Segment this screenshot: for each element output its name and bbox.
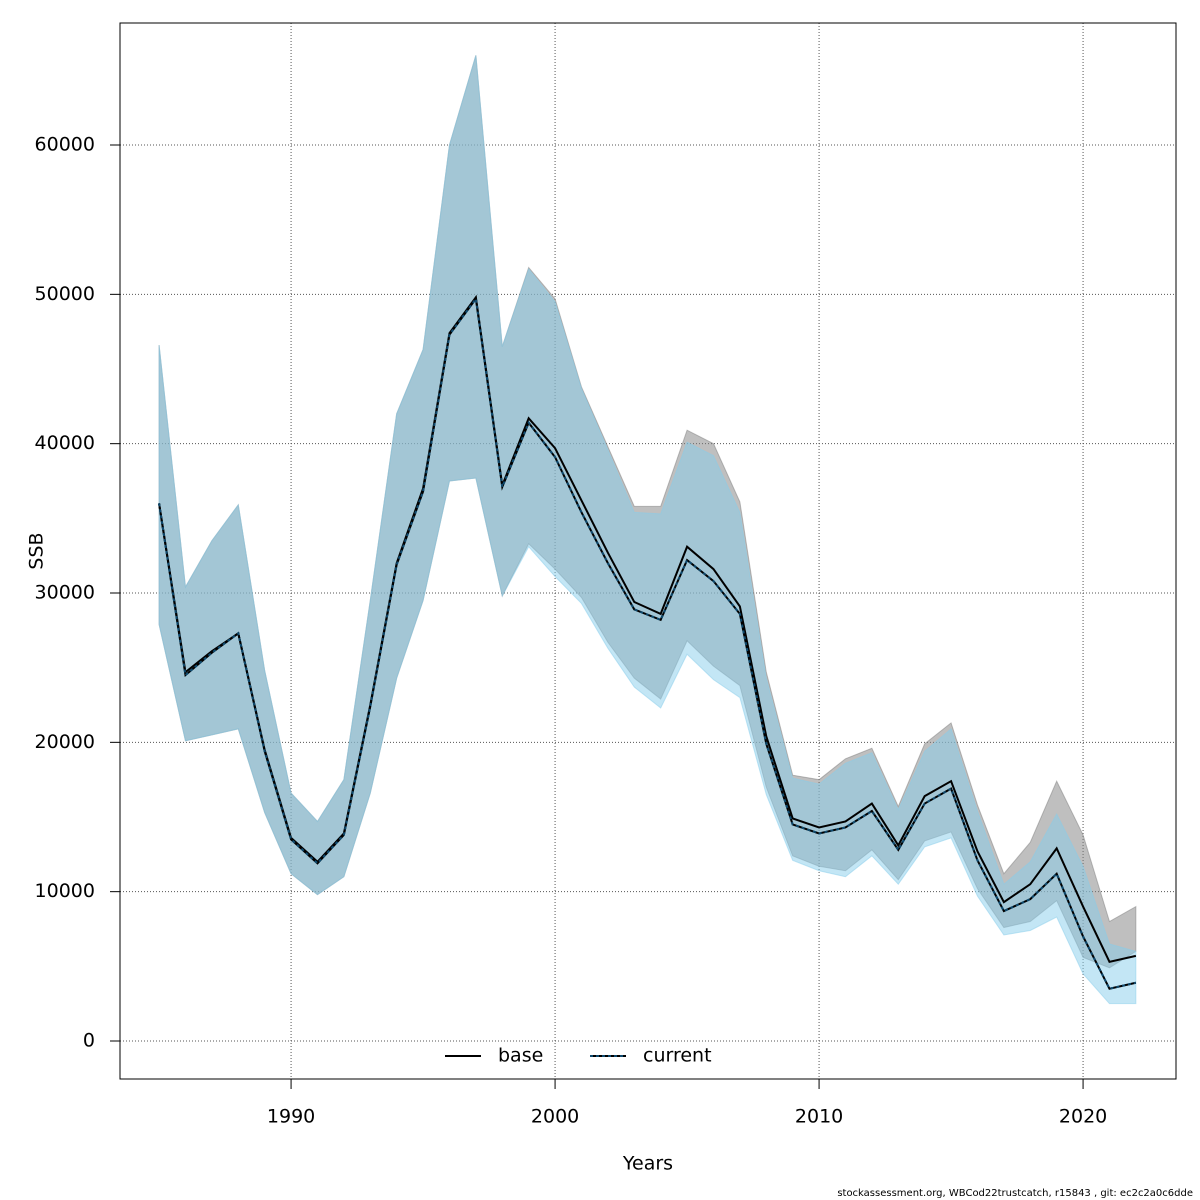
y-tick-label: 10000 xyxy=(35,880,95,902)
footnote: stockassessment.org, WBCod22trustcatch, … xyxy=(837,1188,1193,1199)
x-axis-label: Years xyxy=(622,1153,673,1175)
y-tick-label: 60000 xyxy=(35,134,95,156)
plot-frame xyxy=(119,22,1177,1080)
y-axis-label: SSB xyxy=(26,532,48,569)
y-tick-label: 50000 xyxy=(35,283,95,305)
y-tick-label: 0 xyxy=(83,1029,95,1051)
x-tick-label: 2010 xyxy=(795,1106,843,1128)
legend-label: base xyxy=(498,1045,543,1067)
legend-label: current xyxy=(643,1045,712,1067)
series-line xyxy=(158,294,1137,964)
x-tick-label: 2020 xyxy=(1059,1106,1107,1128)
confidence-band xyxy=(158,55,1137,1005)
x-tick-label: 1990 xyxy=(267,1106,315,1128)
series-line xyxy=(158,296,1137,990)
x-tick-label: 2000 xyxy=(531,1106,579,1128)
y-tick-label: 30000 xyxy=(35,581,95,603)
y-tick-label: 20000 xyxy=(35,731,95,753)
y-tick-label: 40000 xyxy=(35,432,95,454)
